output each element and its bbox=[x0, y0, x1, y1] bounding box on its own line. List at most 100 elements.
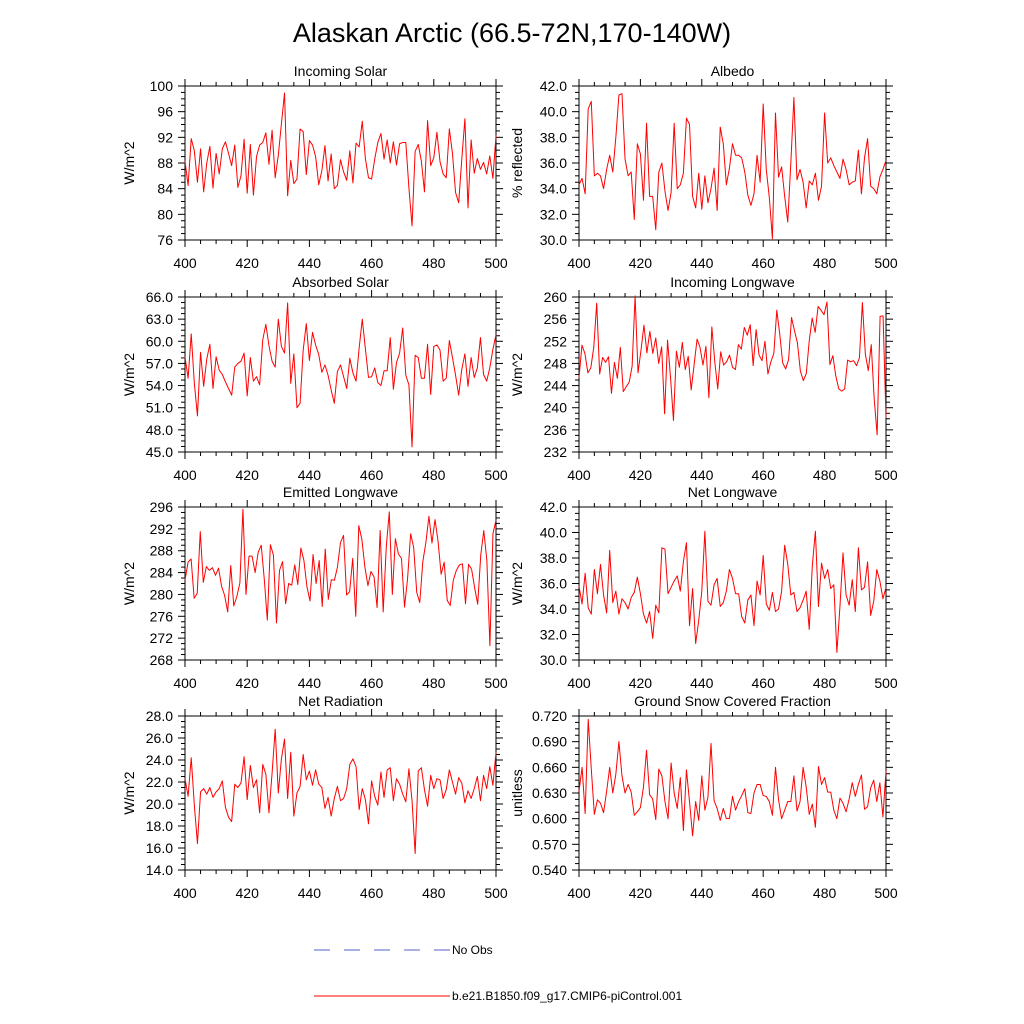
y-tick-label: 252 bbox=[544, 333, 568, 349]
y-tick-label: 48.0 bbox=[146, 422, 173, 438]
panel-absorbed-solar: Absorbed Solar 400 420 440 460 480 500 45.0 48.0… bbox=[121, 274, 508, 483]
x-tick-label: 400 bbox=[173, 885, 197, 901]
y-tick-label: 84 bbox=[157, 181, 173, 197]
x-tick-label: 500 bbox=[874, 255, 898, 271]
y-tick-label: 42.0 bbox=[540, 78, 567, 94]
y-tick-label: 96 bbox=[157, 104, 173, 120]
y-tick-label: 284 bbox=[150, 565, 174, 581]
x-tick-label: 460 bbox=[752, 467, 776, 483]
x-tick-label: 400 bbox=[567, 885, 591, 901]
x-tick-label: 440 bbox=[298, 255, 322, 271]
y-tick-label: 14.0 bbox=[146, 862, 173, 878]
y-axis-label: W/m^2 bbox=[509, 353, 525, 396]
panel-incoming-longwave: Incoming Longwave 400 420 440 460 480 500 232 23… bbox=[509, 274, 898, 483]
y-tick-label: 272 bbox=[150, 630, 174, 646]
legend-label-no-obs: No Obs bbox=[452, 943, 493, 957]
x-tick-label: 420 bbox=[236, 467, 260, 483]
y-axis-label: W/m^2 bbox=[509, 562, 525, 605]
x-tick-label: 440 bbox=[690, 255, 714, 271]
y-tick-label: 22.0 bbox=[146, 774, 173, 790]
panel-emitted-longwave: Emitted Longwave 400 420 440 460 480 500 268 272… bbox=[121, 484, 508, 691]
x-tick-label: 420 bbox=[236, 675, 260, 691]
x-tick-label: 400 bbox=[567, 675, 591, 691]
y-tick-label: 0.600 bbox=[532, 811, 567, 827]
y-tick-label: 18.0 bbox=[146, 818, 173, 834]
panel-title: Net Radiation bbox=[298, 693, 383, 709]
y-tick-label: 240 bbox=[544, 400, 568, 416]
series-line-net-longwave bbox=[578, 530, 887, 653]
y-tick-label: 40.0 bbox=[540, 104, 567, 120]
y-tick-label: 34.0 bbox=[540, 181, 567, 197]
x-tick-label: 440 bbox=[298, 467, 322, 483]
x-tick-label: 480 bbox=[813, 885, 837, 901]
y-tick-label: 36.0 bbox=[540, 155, 567, 171]
x-tick-label: 480 bbox=[422, 675, 446, 691]
x-tick-label: 480 bbox=[422, 255, 446, 271]
x-tick-label: 420 bbox=[629, 675, 653, 691]
x-tick-label: 500 bbox=[874, 885, 898, 901]
x-tick-label: 460 bbox=[360, 675, 384, 691]
y-tick-label: 40.0 bbox=[540, 525, 567, 541]
x-tick-label: 480 bbox=[813, 255, 837, 271]
series-line-albedo bbox=[578, 93, 887, 240]
y-tick-label: 54.0 bbox=[146, 378, 173, 394]
y-tick-label: 51.0 bbox=[146, 400, 173, 416]
plot-frame bbox=[578, 506, 887, 661]
x-tick-label: 500 bbox=[874, 675, 898, 691]
y-tick-label: 280 bbox=[150, 586, 174, 602]
panel-title: Absorbed Solar bbox=[292, 274, 389, 290]
y-tick-label: 88 bbox=[157, 155, 173, 171]
x-tick-label: 460 bbox=[360, 467, 384, 483]
y-axis-label: W/m^2 bbox=[121, 141, 137, 184]
y-tick-label: 38.0 bbox=[540, 550, 567, 566]
x-tick-label: 440 bbox=[298, 885, 322, 901]
y-tick-label: 28.0 bbox=[146, 708, 173, 724]
x-tick-label: 460 bbox=[360, 885, 384, 901]
y-tick-label: 34.0 bbox=[540, 601, 567, 617]
y-tick-label: 236 bbox=[544, 422, 568, 438]
panel-net-radiation: Net Radiation 400 420 440 460 480 500 14.0 16.0 1… bbox=[121, 693, 508, 901]
y-tick-label: 30.0 bbox=[540, 232, 567, 248]
x-tick-label: 480 bbox=[422, 467, 446, 483]
y-tick-label: 80 bbox=[157, 206, 173, 222]
y-axis-label: W/m^2 bbox=[121, 562, 137, 605]
y-tick-label: 38.0 bbox=[540, 129, 567, 145]
series-line-ground-snow-covered-fraction bbox=[578, 718, 887, 837]
x-tick-label: 420 bbox=[236, 255, 260, 271]
y-tick-label: 268 bbox=[150, 652, 174, 668]
y-tick-label: 76 bbox=[157, 232, 173, 248]
x-tick-label: 500 bbox=[484, 885, 508, 901]
y-tick-label: 256 bbox=[544, 311, 568, 327]
x-tick-label: 440 bbox=[690, 885, 714, 901]
x-tick-label: 480 bbox=[813, 467, 837, 483]
y-tick-label: 60.0 bbox=[146, 333, 173, 349]
y-tick-label: 92 bbox=[157, 129, 173, 145]
y-tick-label: 260 bbox=[544, 289, 568, 305]
x-tick-label: 460 bbox=[752, 255, 776, 271]
plot-frame bbox=[184, 715, 497, 871]
y-tick-label: 0.660 bbox=[532, 759, 567, 775]
panel-title: Ground Snow Covered Fraction bbox=[634, 693, 831, 709]
panel-net-longwave: Net Longwave 400 420 440 460 480 500 30.0 32.0 34… bbox=[509, 484, 898, 691]
panel-albedo: Albedo 400 420 440 460 480 500 30.0 32.0 34.0 36.0… bbox=[509, 63, 898, 271]
series-line-incoming-solar bbox=[184, 92, 497, 227]
y-tick-label: 0.720 bbox=[532, 708, 567, 724]
y-axis-label: W/m^2 bbox=[121, 771, 137, 814]
y-tick-label: 24.0 bbox=[146, 752, 173, 768]
y-tick-label: 248 bbox=[544, 355, 568, 371]
y-tick-label: 63.0 bbox=[146, 311, 173, 327]
x-tick-label: 500 bbox=[484, 255, 508, 271]
x-tick-label: 480 bbox=[813, 675, 837, 691]
x-tick-label: 440 bbox=[690, 467, 714, 483]
y-tick-label: 296 bbox=[150, 499, 174, 515]
y-tick-label: 45.0 bbox=[146, 444, 173, 460]
y-tick-label: 42.0 bbox=[540, 499, 567, 515]
y-tick-label: 32.0 bbox=[540, 206, 567, 222]
y-tick-label: 292 bbox=[150, 521, 174, 537]
panel-title: Incoming Longwave bbox=[670, 274, 795, 290]
x-tick-label: 460 bbox=[752, 675, 776, 691]
x-tick-label: 420 bbox=[236, 885, 260, 901]
x-tick-label: 420 bbox=[629, 467, 653, 483]
series-line-net-radiation bbox=[184, 728, 497, 854]
